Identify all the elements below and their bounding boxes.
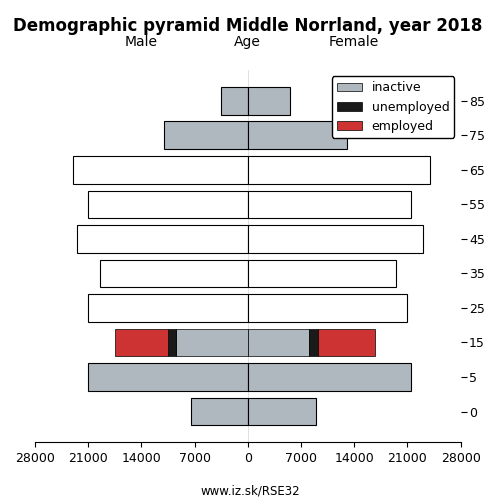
Bar	[77, 225, 248, 252]
Bar	[100, 260, 248, 287]
Bar	[248, 225, 422, 252]
Legend: inactive, unemployed, employed: inactive, unemployed, employed	[332, 76, 454, 138]
Title: Demographic pyramid Middle Norrland, year 2018: Demographic pyramid Middle Norrland, yea…	[13, 17, 482, 35]
Bar	[248, 363, 412, 391]
Bar	[88, 363, 248, 391]
Bar	[308, 328, 318, 356]
Text: Male: Male	[125, 35, 158, 49]
Bar	[248, 190, 412, 218]
Bar	[88, 190, 248, 218]
Text: Age: Age	[234, 35, 261, 49]
Text: Female: Female	[329, 35, 380, 49]
Bar	[168, 328, 175, 356]
Bar	[248, 328, 308, 356]
Bar	[248, 156, 430, 184]
Bar	[88, 294, 248, 322]
Bar	[73, 156, 248, 184]
Bar	[318, 328, 375, 356]
Bar	[248, 87, 290, 115]
Bar	[248, 260, 396, 287]
Bar	[248, 398, 316, 425]
Text: www.iz.sk/RSE32: www.iz.sk/RSE32	[200, 485, 300, 498]
Bar	[191, 398, 248, 425]
Bar	[248, 122, 346, 149]
Bar	[248, 294, 408, 322]
Bar	[176, 328, 248, 356]
Bar	[164, 122, 248, 149]
Bar	[221, 87, 248, 115]
Bar	[115, 328, 168, 356]
